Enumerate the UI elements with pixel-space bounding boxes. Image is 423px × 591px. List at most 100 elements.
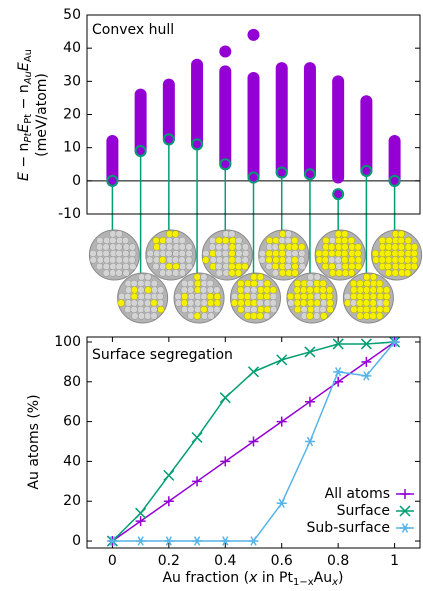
atom [291,256,299,264]
atom [165,249,173,258]
atom [341,256,349,264]
y-tick-label: 30 [63,73,81,89]
atom [397,230,405,238]
atom [307,305,315,314]
hull-point [191,138,204,151]
atom [208,243,216,251]
atom [237,305,245,314]
atom [146,249,154,258]
atom [172,262,180,271]
y-tick-label: 80 [63,374,81,390]
atom [186,286,195,294]
nanoparticle [371,229,423,281]
atom [391,249,399,258]
atom [213,299,221,307]
atom [271,262,280,271]
atom [152,236,160,245]
atom [320,312,328,320]
data-point [219,392,231,404]
atom [348,243,356,251]
atom [172,269,180,277]
atom [137,305,145,314]
y-tick-label: 60 [63,414,81,430]
atom [129,249,137,258]
atom [266,236,274,245]
atom [144,292,152,301]
hull-point [219,158,232,171]
atom [178,243,186,251]
atom [187,292,196,301]
atom [144,273,152,281]
atom [350,292,358,301]
atom [215,249,223,258]
atom [165,243,174,251]
atom [96,249,104,258]
atom [103,236,111,245]
atom [341,230,349,238]
atom [287,299,295,307]
atom [319,286,327,294]
configuration-point [219,45,232,58]
nanoparticle [201,229,253,281]
atom [269,286,277,294]
atom [410,243,419,251]
atom [269,305,278,314]
data-point [107,536,118,546]
atom [341,243,349,251]
x-tick-label: 0 [108,553,117,569]
legend-label: Surface [337,503,390,519]
atom [362,286,371,294]
hull-point [388,174,401,187]
atom [306,286,314,294]
atom [244,299,252,307]
y-tick-label: 40 [63,40,81,56]
atom [291,243,299,251]
atom [341,269,350,277]
atom [313,273,321,281]
atom [376,286,384,294]
atom [159,256,167,264]
atom [187,305,195,314]
atom [256,312,264,320]
atom [356,305,365,314]
atom [278,236,286,245]
atom [234,262,243,271]
atom [356,292,364,301]
atom [272,249,280,258]
atom [378,256,386,264]
atom [354,256,363,264]
atom [150,286,159,294]
x-tick-label: 0.8 [327,553,349,569]
atom [221,249,230,258]
atom [215,262,223,271]
hull-point [162,133,175,146]
atom [362,299,371,307]
atom [306,279,314,288]
atom [250,312,258,320]
atom [291,249,299,258]
nanoparticle [145,229,197,281]
y-tick-label: 0 [72,173,81,189]
atom [250,279,258,288]
atom [378,243,387,251]
atom [334,230,343,238]
atom [391,243,399,251]
atom [376,299,384,307]
atom [256,292,264,301]
atom [200,279,208,288]
atom [159,236,167,245]
atom [298,243,306,251]
atom [291,269,299,277]
atom [122,249,130,258]
atom [215,269,223,277]
atom [199,286,208,294]
atom [398,262,406,271]
atom [372,256,380,264]
atom [378,236,386,245]
data-point [191,431,203,444]
atom [228,269,236,277]
atom [297,256,306,264]
atom [384,262,392,271]
atom [257,279,265,288]
